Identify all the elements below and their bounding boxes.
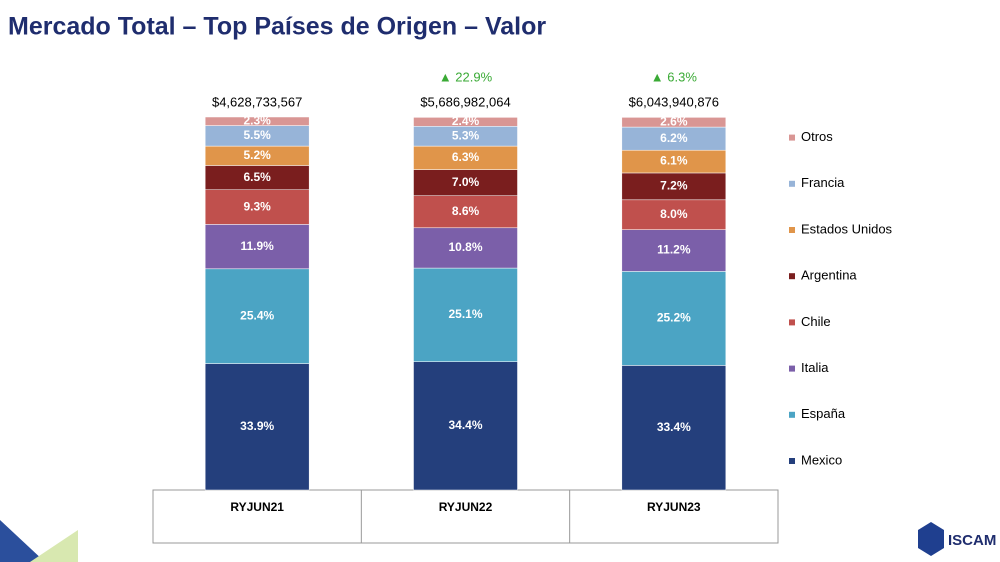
bar-segment: [621, 199, 727, 230]
legend-marker: [789, 319, 795, 326]
legend-label: Estados Unidos: [801, 221, 893, 236]
data-label: 6.1%: [660, 154, 688, 168]
data-label: 9.3%: [243, 199, 271, 213]
x-tick-label: RYJUN23: [647, 500, 701, 514]
bar-segment: [413, 361, 518, 491]
legend-marker: [789, 365, 795, 372]
data-label: 6.5%: [243, 170, 271, 184]
legend-marker: [789, 180, 795, 187]
x-tick-label: RYJUN21: [230, 500, 284, 514]
legend-label: Mexico: [801, 452, 842, 467]
total-label: $5,686,982,064: [420, 94, 510, 109]
growth-label: ▲ 22.9%: [439, 69, 493, 84]
data-label: 2.6%: [660, 114, 688, 128]
bar-segment: [413, 195, 518, 229]
data-label: 33.4%: [657, 420, 691, 434]
bar-segment: [204, 268, 310, 364]
logo-icon: [918, 522, 944, 556]
bar-segment: [621, 172, 727, 201]
corner-decoration: [30, 530, 78, 562]
legend-marker: [789, 458, 795, 464]
bar-segment: [621, 117, 727, 128]
data-label: 25.1%: [448, 307, 482, 321]
legend-label: España: [801, 406, 846, 421]
bar-segment: [413, 227, 518, 269]
x-tick-label: RYJUN22: [439, 500, 493, 514]
corner-decoration: [0, 520, 45, 562]
data-label: 25.2%: [657, 311, 691, 325]
data-label: 5.5%: [243, 128, 271, 142]
data-label: 11.9%: [240, 239, 274, 253]
legend-marker: [789, 411, 795, 418]
legend-label: Francia: [801, 175, 845, 190]
data-label: 8.0%: [660, 207, 688, 221]
legend-label: Chile: [801, 314, 831, 329]
data-label: 7.2%: [660, 179, 688, 193]
growth-label: ▲ 6.3%: [651, 69, 698, 84]
data-label: 7.0%: [452, 175, 480, 189]
legend-label: Italia: [801, 360, 829, 375]
bar-segment: [413, 169, 518, 196]
data-label: 8.6%: [452, 204, 480, 218]
legend-marker: [789, 273, 795, 280]
bar-segment: [413, 267, 518, 362]
bar-segment: [621, 229, 727, 272]
data-label: 10.8%: [448, 240, 482, 254]
bar-segment: [204, 363, 310, 491]
logo-text: ISCAM: [948, 532, 996, 549]
bar-segment: [621, 271, 727, 366]
legend-marker: [789, 134, 795, 141]
data-label: 5.2%: [243, 148, 271, 162]
data-label: 2.4%: [452, 114, 480, 128]
data-label: 2.3%: [243, 113, 271, 127]
bar-segment: [413, 117, 518, 127]
legend-label: Argentina: [801, 268, 857, 283]
bar-segment: [204, 116, 310, 126]
data-label: 6.3%: [452, 150, 480, 164]
bar-segment: [204, 165, 310, 190]
legend-label: Otros: [801, 129, 833, 144]
data-label: 5.3%: [452, 128, 480, 142]
data-label: 33.9%: [240, 419, 274, 433]
data-label: 11.2%: [657, 243, 691, 257]
bar-segment: [204, 189, 310, 225]
chart-title: Mercado Total – Top Países de Origen – V…: [8, 13, 546, 41]
legend-marker: [789, 227, 795, 233]
data-label: 34.4%: [448, 418, 482, 432]
data-label: 25.4%: [240, 308, 274, 322]
total-label: $4,628,733,567: [212, 94, 302, 109]
bar-segment: [621, 365, 727, 491]
total-label: $6,043,940,876: [629, 94, 719, 109]
category-panel: [152, 489, 779, 544]
data-label: 6.2%: [660, 131, 688, 145]
